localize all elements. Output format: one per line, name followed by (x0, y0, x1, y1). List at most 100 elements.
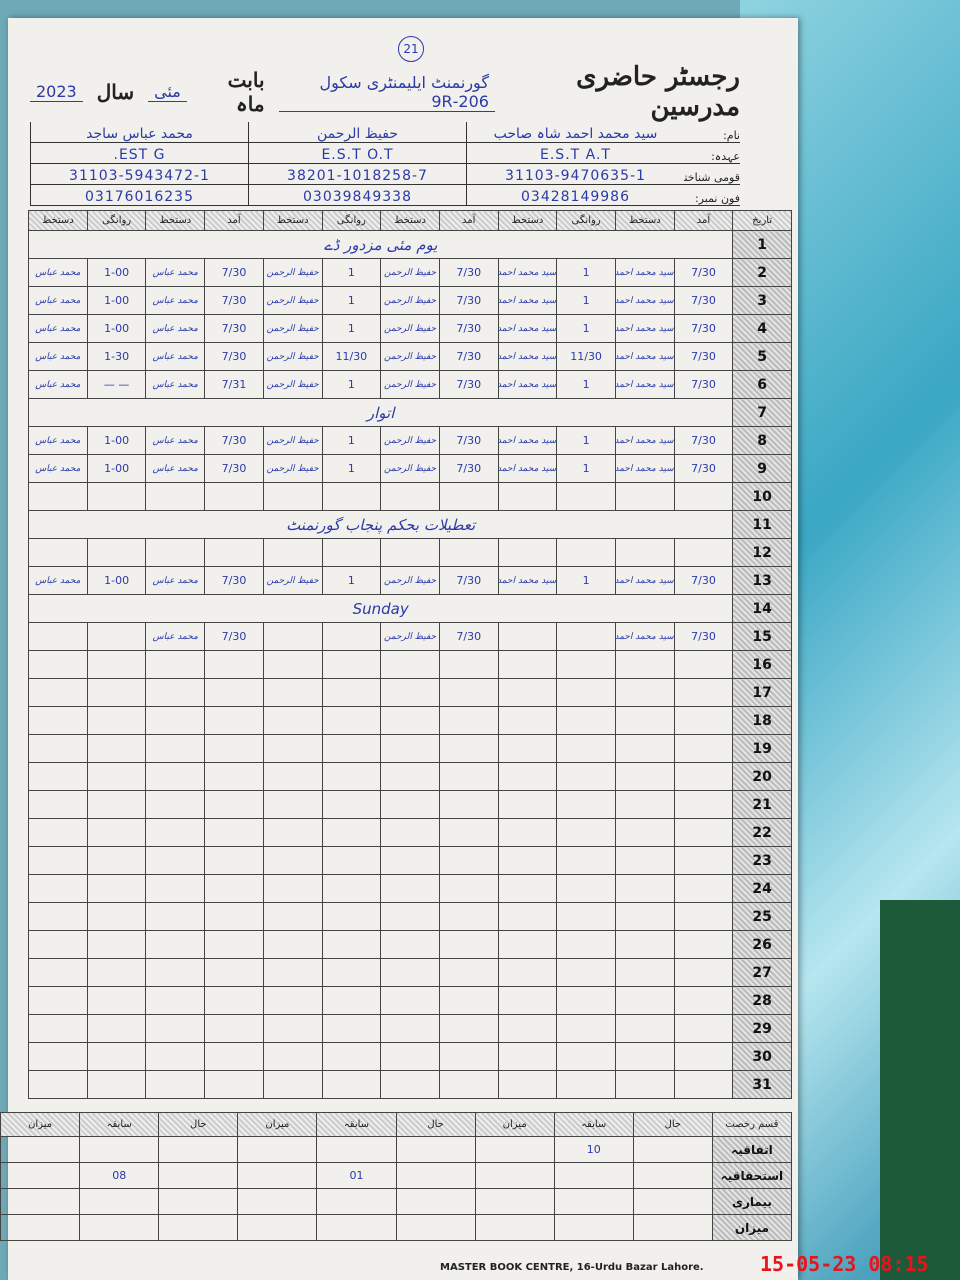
time-cell (556, 1014, 616, 1043)
leave-value (474, 1136, 555, 1163)
signature-cell (145, 706, 206, 735)
time-cell (321, 930, 382, 959)
time-cell: 1 (321, 566, 382, 595)
date-cell: 17 (732, 678, 792, 707)
leave-value: 01 (316, 1162, 397, 1189)
table-row: 8 7/30 سید محمد احمد 1 سید محمد احمد 7/30 حفیظ… (28, 426, 792, 455)
leave-type: میزان (711, 1214, 793, 1241)
signature-cell (497, 1014, 558, 1043)
leave-value (158, 1162, 239, 1189)
time-cell (86, 902, 147, 931)
time-cell: 7/30 (438, 566, 499, 595)
time-cell (321, 874, 382, 903)
teacher-cnic: 31103-9470635-1 (466, 164, 684, 184)
time-cell: 7/30 (204, 454, 264, 483)
leave-type: اتفاقیہ (711, 1136, 793, 1163)
signature-cell (380, 734, 440, 763)
leave-value (79, 1136, 160, 1163)
time-cell: 7/30 (438, 342, 499, 371)
signature-cell (497, 622, 558, 651)
time-cell: 7/30 (438, 314, 499, 343)
date-cell: 14 (732, 594, 792, 623)
signature-cell: سید محمد احمد (614, 286, 675, 315)
time-cell: 7/30 (673, 258, 734, 287)
departure-header: روانگی (321, 210, 382, 231)
time-cell (86, 958, 147, 987)
leave-value (474, 1162, 555, 1189)
teacher-phone: 03039849338 (248, 185, 466, 205)
signature-cell: حفیظ الرحمن (262, 314, 323, 343)
table-row: 5 7/30 سید محمد احمد 11/30 سید محمد احمد 7/30… (28, 342, 792, 371)
leave-value (0, 1162, 81, 1189)
signature-cell (497, 790, 558, 819)
signature-cell (145, 930, 206, 959)
info-row-designation: عہدہ: E.S.T A.T E.S.T O.T EST G. (30, 143, 740, 164)
date-cell: 23 (732, 846, 792, 875)
leave-value (553, 1214, 634, 1241)
signature-cell: حفیظ الرحمن (262, 286, 323, 315)
table-row: 6 7/30 سید محمد احمد 1 سید محمد احمد 7/30 حفیظ… (28, 370, 792, 399)
time-cell (86, 762, 147, 791)
signature-cell: حفیظ الرحمن (380, 566, 440, 595)
signature-cell: محمد عباس (28, 370, 88, 399)
time-cell (438, 734, 499, 763)
signature-cell (497, 762, 558, 791)
signature-cell (380, 874, 440, 903)
signature-cell: سید محمد احمد (614, 258, 675, 287)
leave-value (158, 1136, 239, 1163)
time-cell (673, 958, 734, 987)
signature-cell (614, 818, 675, 847)
leave-value: 08 (79, 1162, 160, 1189)
signature-cell (614, 706, 675, 735)
signature-cell (28, 538, 88, 567)
time-cell (86, 678, 147, 707)
time-cell (438, 650, 499, 679)
signature-cell (262, 622, 323, 651)
date-cell: 7 (732, 398, 792, 427)
signature-cell: سید محمد احمد (614, 342, 675, 371)
signature-cell (28, 902, 88, 931)
row-note: یوم مئی مزدور ڈے (27, 230, 734, 259)
signature-cell (497, 734, 558, 763)
table-row: 31 (28, 1070, 792, 1099)
signature-cell (380, 1014, 440, 1043)
school-name: گورنمنٹ ایلیمنٹری سکول 206-9R (278, 73, 495, 112)
time-cell: 1 (556, 370, 616, 399)
time-cell (321, 1042, 382, 1071)
signature-header: دستخط (380, 210, 440, 231)
time-cell (556, 538, 616, 567)
signature-cell: سید محمد احمد (614, 566, 675, 595)
signature-cell (262, 790, 323, 819)
time-cell: 1 (556, 454, 616, 483)
time-cell (673, 482, 734, 511)
signature-cell: سید محمد احمد (497, 314, 558, 343)
time-cell (556, 762, 616, 791)
time-cell (86, 622, 147, 651)
signature-cell: محمد عباس (145, 314, 206, 343)
leave-col-header: میزان (474, 1112, 555, 1137)
signature-cell: محمد عباس (28, 258, 88, 287)
time-cell: 7/30 (673, 286, 734, 315)
signature-cell (614, 930, 675, 959)
time-cell (438, 986, 499, 1015)
signature-cell (614, 538, 675, 567)
signature-cell (614, 678, 675, 707)
time-cell: 1-00 (86, 454, 147, 483)
signature-cell (497, 818, 558, 847)
row-note: Sunday (27, 594, 734, 623)
time-cell (204, 650, 264, 679)
time-cell (321, 818, 382, 847)
signature-cell: محمد عباس (145, 622, 206, 651)
signature-cell (145, 902, 206, 931)
table-row: 25 (28, 902, 792, 931)
time-cell: 1-00 (86, 286, 147, 315)
time-cell (438, 1042, 499, 1071)
time-cell (86, 846, 147, 875)
signature-cell (380, 790, 440, 819)
table-row: 4 7/30 سید محمد احمد 1 سید محمد احمد 7/30 حفیظ… (28, 314, 792, 343)
signature-cell (497, 1042, 558, 1071)
time-cell (86, 790, 147, 819)
date-cell: 3 (732, 286, 792, 315)
time-cell (673, 846, 734, 875)
signature-cell: محمد عباس (145, 566, 206, 595)
